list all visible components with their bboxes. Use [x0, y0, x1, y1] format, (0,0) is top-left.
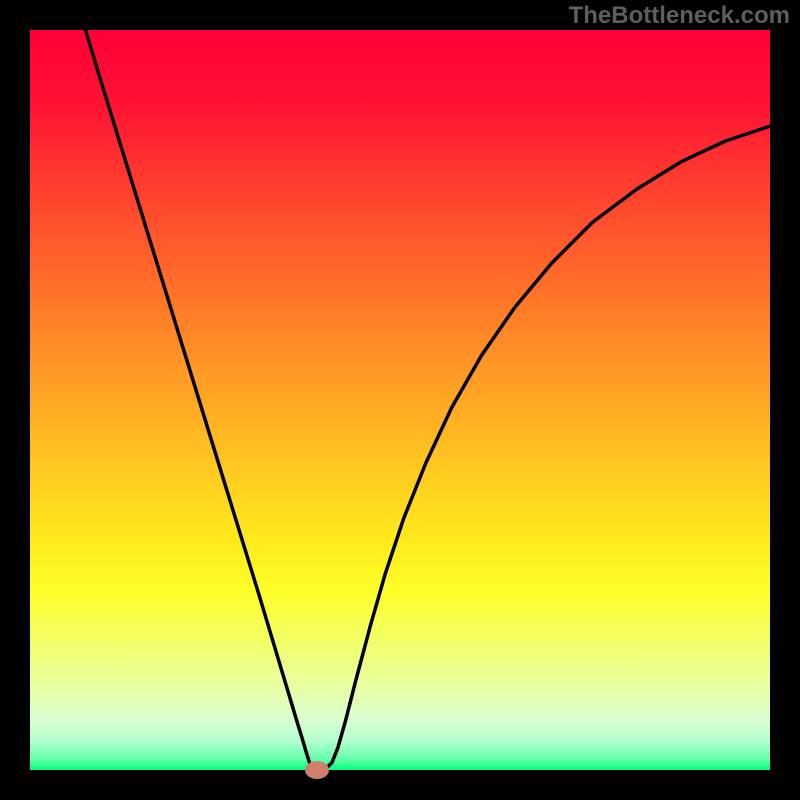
- plot-area: [30, 30, 770, 770]
- optimum-marker: [305, 761, 329, 779]
- bottleneck-curve: [30, 30, 770, 770]
- chart-frame: TheBottleneck.com: [0, 0, 800, 800]
- watermark-text: TheBottleneck.com: [569, 2, 790, 30]
